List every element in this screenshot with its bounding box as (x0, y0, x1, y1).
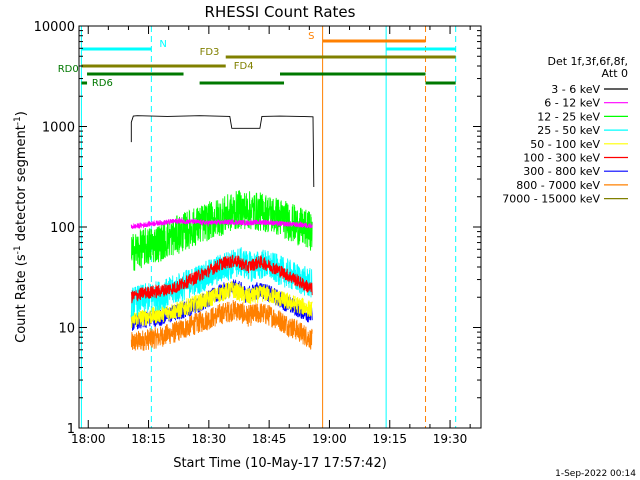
x-axis-ticks: 18:00 18:15 18:30 18:45 19:00 19:15 19:30 (71, 26, 471, 446)
legend-label: 100 - 300 keV (523, 152, 600, 165)
legend-label: 12 - 25 keV (537, 110, 600, 123)
x-tick-label: 19:30 (433, 432, 468, 446)
y-tick-label: 10000 (34, 20, 75, 35)
x-tick-label: 18:30 (192, 432, 227, 446)
x-axis-label: Start Time (10-May-17 17:57:42) (173, 456, 387, 471)
y-axis-label-mid: detector segment (14, 125, 29, 245)
date-stamp: 1-Sep-2022 00:14 (555, 469, 636, 479)
y-tick-label: 10 (58, 322, 75, 337)
flag-label-fd4: FD4 (234, 61, 254, 72)
series-line-100-300keV (130, 254, 313, 304)
legend-label: 25 - 50 keV (537, 124, 600, 137)
flag-label-s: S (308, 31, 314, 42)
legend-label: 300 - 800 keV (523, 165, 600, 178)
x-tick-label: 19:00 (312, 432, 347, 446)
flag-bars: N S FD3 FD4 RD0 RD6 (58, 31, 456, 89)
y-axis-ticks: 1 10 100 1000 10000 (34, 20, 481, 437)
y-axis-label-sup-2: -1 (13, 116, 23, 125)
legend-header-line-1: Det 1f,3f,6f,8f, (547, 55, 628, 68)
legend-header-line-2: Att 0 (602, 67, 628, 80)
x-tick-label: 18:15 (131, 432, 166, 446)
legend-label: 50 - 100 keV (530, 138, 600, 151)
flag-label-rd6: RD6 (92, 78, 113, 89)
flag-label-n: N (159, 39, 166, 50)
x-tick-label: 18:45 (252, 432, 287, 446)
y-axis-label-main: Count Rate (s (14, 254, 29, 343)
series-line-6-12keV (130, 217, 313, 230)
series-line-3-6keV (130, 115, 315, 188)
series-line-50-100keV (130, 281, 313, 328)
y-tick-label: 100 (50, 221, 75, 236)
series-layer (130, 115, 315, 351)
legend-label: 800 - 7000 keV (516, 179, 600, 192)
chart-title: RHESSI Count Rates (205, 3, 356, 21)
series-line-800-7000keV (130, 299, 313, 351)
flag-label-rd0: RD0 (58, 64, 79, 75)
x-tick-label: 18:00 (71, 432, 106, 446)
y-axis-label-sup-1: -1 (13, 245, 23, 254)
x-tick-label: 19:15 (372, 432, 407, 446)
flag-label-fd3: FD3 (200, 47, 220, 58)
legend-label: 6 - 12 keV (544, 97, 600, 110)
legend-label: 3 - 6 keV (551, 83, 600, 96)
legend-label: 7000 - 15000 keV (502, 193, 600, 206)
y-tick-label: 1 (67, 422, 75, 437)
y-axis-label: Count Rate (s-1 detector segment-1) (13, 111, 29, 343)
y-tick-label: 1000 (42, 121, 75, 136)
y-axis-label-close: ) (14, 111, 29, 116)
series-line-12-25keV (130, 190, 313, 271)
vertical-time-markers (80, 26, 457, 428)
